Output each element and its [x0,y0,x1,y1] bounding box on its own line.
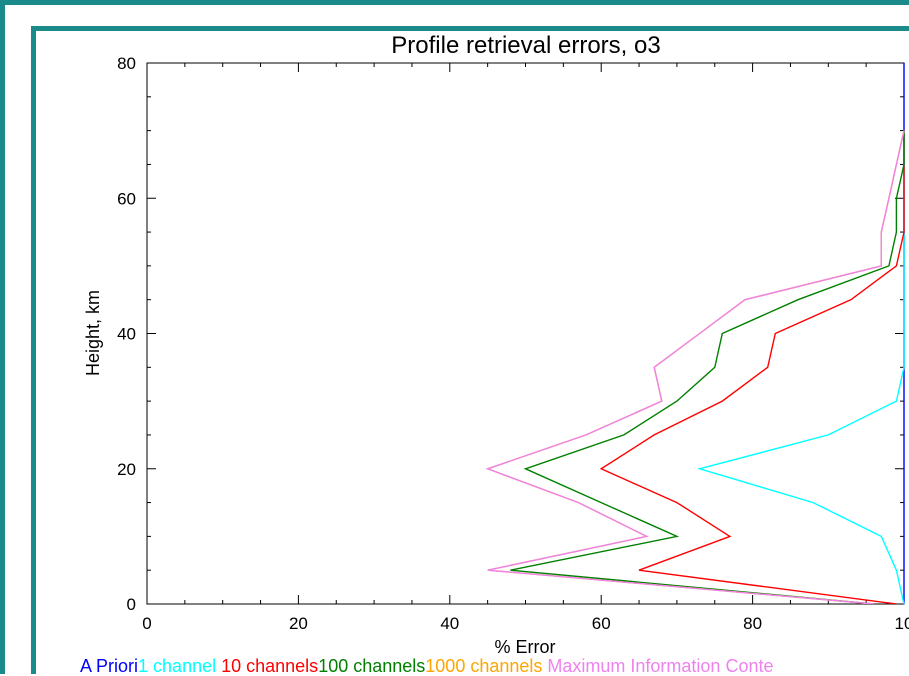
chart-title: Profile retrieval errors, o3 [391,32,660,59]
x-tick-label: 60 [592,614,611,633]
legend-entry-2: 10 channels [221,656,319,676]
y-axis-label: Height, km [83,290,103,376]
series-line-5 [485,130,905,604]
series-line-2 [599,130,905,604]
legend-entry-3: 100 channels [318,656,426,676]
x-tick-label: 20 [289,614,308,633]
y-tick-label: 20 [117,460,136,479]
x-tick-label: 10 [895,614,909,633]
x-axis-label: % Error [494,637,555,657]
x-tick-label: 80 [743,614,762,633]
plot-frame [146,62,905,605]
y-tick-label: 40 [117,325,136,344]
series-line-4 [485,130,905,604]
series-line-3 [510,130,905,604]
x-tick-label: 40 [440,614,459,633]
x-tick-label: 0 [142,614,151,633]
y-tick-label: 0 [127,595,136,614]
legend-entry-0: A Priori [80,656,139,676]
y-tick-label: 60 [117,189,136,208]
legend-entry-1: 1 channel [138,656,222,676]
legend-entry-4: 1000 channels [425,656,548,676]
chart-legend: A Priori1 channel 10 channels100 channel… [80,656,773,676]
series-layer [485,63,905,604]
chart-axes [146,62,905,605]
plot-panel [31,26,909,674]
legend-entry-5: Maximum Information Conte [547,656,774,676]
series-line-1 [697,130,905,604]
y-tick-label: 80 [117,54,136,73]
